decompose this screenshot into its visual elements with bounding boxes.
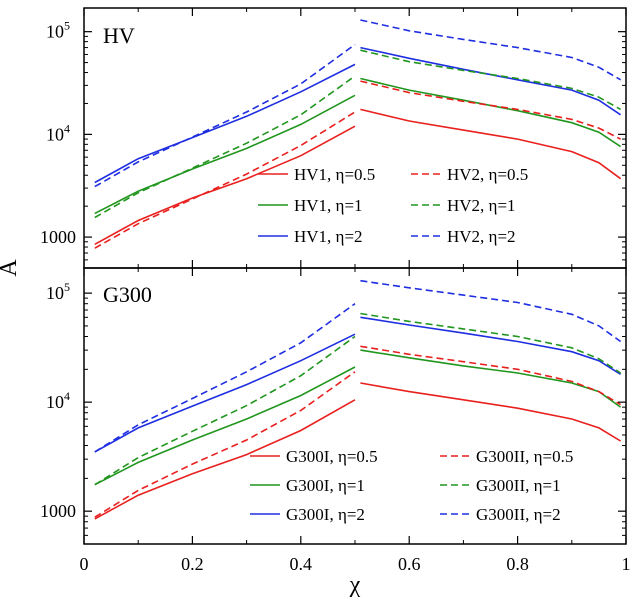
series-line-right xyxy=(360,316,622,375)
legend-entry-label: G300II, η=0.5 xyxy=(476,447,573,466)
series-line-left xyxy=(94,371,356,518)
series-line-right xyxy=(360,108,622,180)
legend-entry-label: G300I, η=0.5 xyxy=(286,447,378,466)
x-tick-label: 0 xyxy=(80,554,89,574)
y-axis-label: A xyxy=(0,259,22,277)
series-line-left xyxy=(94,366,356,486)
series-line-right xyxy=(360,77,622,148)
series-line-right xyxy=(360,19,621,81)
series-line xyxy=(94,19,621,188)
series-line-left xyxy=(94,303,356,453)
series-line-right xyxy=(360,312,622,374)
legend-entry-label: G300I, η=2 xyxy=(286,505,365,524)
legend-entry-label: HV2, η=0.5 xyxy=(447,165,528,184)
legend-entry-label: HV2, η=2 xyxy=(447,227,516,246)
y-tick-label: 104 xyxy=(46,389,70,412)
legend-entry-label: HV1, η=1 xyxy=(294,196,363,215)
series-line xyxy=(94,316,622,453)
chart-panel-hv: 1000 104 105 HV HV1, η=0.5 HV1, η=1 HV1, η=2… xyxy=(40,7,627,269)
series-line-left xyxy=(94,63,356,184)
legend-entry-label: HV1, η=0.5 xyxy=(294,165,375,184)
legend-entry-label: G300II, η=1 xyxy=(476,476,561,495)
series-line-right xyxy=(360,349,622,408)
legend-entry-label: HV2, η=1 xyxy=(447,196,516,215)
x-tick-label: 0.4 xyxy=(290,554,313,574)
panel-label-g300: G300 xyxy=(103,282,152,307)
series-line xyxy=(94,279,622,453)
y-tick-label: 105 xyxy=(46,280,70,303)
series-line xyxy=(94,382,622,520)
legend-entry-label: HV1, η=2 xyxy=(294,227,363,246)
series-line xyxy=(94,77,622,215)
x-tick-label: 1 xyxy=(622,554,631,574)
legend-entry-label: G300I, η=1 xyxy=(286,476,365,495)
legend-entry-label: G300II, η=2 xyxy=(476,505,561,524)
plot-frame-g300 xyxy=(83,267,627,545)
y-tick-label: 105 xyxy=(46,19,70,42)
x-tick-label: 0.2 xyxy=(181,554,204,574)
series-line-right xyxy=(360,49,621,111)
chart-panel-g300: 0 0.2 0.4 0.6 0.8 1 1000 104 105 G300 G300I, η=0… xyxy=(40,267,631,574)
series-line-right xyxy=(360,345,622,406)
series-line-right xyxy=(360,279,622,343)
series-line-left xyxy=(94,125,356,246)
series-line xyxy=(94,80,621,249)
series-line-right xyxy=(360,382,622,442)
series-line-left xyxy=(94,94,356,215)
y-tick-label: 1000 xyxy=(40,227,76,247)
series-line-right xyxy=(360,46,622,116)
x-tick-label: 0.8 xyxy=(506,554,529,574)
x-tick-label: 0.6 xyxy=(398,554,421,574)
series-line xyxy=(94,345,622,518)
series-line-right xyxy=(360,80,621,140)
series-line-left xyxy=(94,399,356,520)
series-line-left xyxy=(94,333,356,453)
legend-g300: G300I, η=0.5 G300I, η=1 G300I, η=2 G300II, … xyxy=(250,447,573,524)
legend-hv: HV1, η=0.5 HV1, η=1 HV1, η=2 HV2, η=0.5 HV2,… xyxy=(258,165,528,246)
y-tick-label: 1000 xyxy=(40,501,76,521)
series-line xyxy=(94,49,621,219)
series-line xyxy=(94,108,622,246)
series-line xyxy=(94,46,622,184)
y-tick-label: 104 xyxy=(46,121,70,144)
x-axis-label: χ xyxy=(349,572,361,598)
series-line xyxy=(94,312,622,486)
panel-label-hv: HV xyxy=(103,23,135,48)
series-line-left xyxy=(94,335,356,486)
